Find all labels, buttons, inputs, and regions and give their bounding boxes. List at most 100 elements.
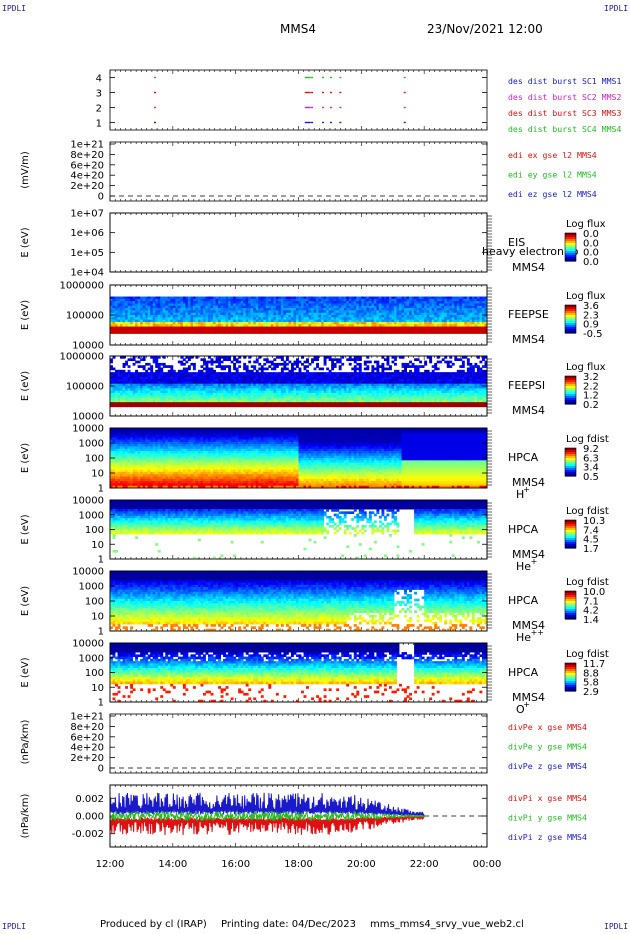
- heatmap-cell: [316, 386, 319, 389]
- heatmap-cell: [175, 398, 178, 401]
- heatmap-cell: [221, 324, 224, 327]
- heatmap-cell: [477, 306, 480, 309]
- heatmap-cell: [432, 324, 435, 327]
- heatmap-cell: [175, 404, 178, 407]
- heatmap-cell: [193, 310, 196, 313]
- heatmap-cell: [364, 322, 367, 325]
- heatmap-cell: [228, 381, 231, 384]
- heatmap-cell: [459, 301, 462, 304]
- heatmap-cell: [153, 317, 156, 320]
- heatmap-cell: [381, 315, 384, 318]
- heatmap-cell: [248, 381, 251, 384]
- heatmap-cell: [391, 313, 394, 316]
- heatmap-cell: [369, 317, 372, 320]
- heatmap-cell: [326, 315, 329, 318]
- heatmap-cell: [188, 404, 191, 407]
- heatmap-cell: [185, 322, 188, 325]
- heatmap-cell: [143, 356, 146, 359]
- heatmap-cell: [306, 388, 309, 391]
- heatmap-cell: [356, 310, 359, 313]
- heatmap-cell: [391, 317, 394, 320]
- heatmap-cell: [185, 361, 188, 364]
- heatmap-cell: [128, 315, 131, 318]
- heatmap-cell: [341, 297, 344, 300]
- heatmap-cell: [301, 372, 304, 375]
- heatmap-cell: [203, 384, 206, 387]
- heatmap-cell: [206, 363, 209, 366]
- heatmap-cell: [145, 322, 148, 325]
- heatmap-cell: [165, 297, 168, 300]
- heatmap-cell: [447, 313, 450, 316]
- heatmap-cell: [381, 317, 384, 320]
- heatmap-cell: [213, 301, 216, 304]
- heatmap-cell: [246, 381, 249, 384]
- heatmap-cell: [148, 363, 151, 366]
- heatmap-cell: [221, 331, 224, 334]
- heatmap-cell: [243, 363, 246, 366]
- heatmap-cell: [226, 377, 229, 380]
- heatmap-cell: [374, 313, 377, 316]
- heatmap-cell: [386, 331, 389, 334]
- heatmap-cell: [319, 331, 322, 334]
- heatmap-cell: [429, 301, 432, 304]
- heatmap-cell: [228, 356, 231, 359]
- heatmap-cell: [206, 315, 209, 318]
- heatmap-cell: [208, 313, 211, 316]
- heatmap-cell: [153, 306, 156, 309]
- heatmap-cell: [138, 297, 141, 300]
- heatmap-cell: [218, 358, 221, 361]
- heatmap-cell: [462, 313, 465, 316]
- heatmap-cell: [115, 306, 118, 309]
- heatmap-cell: [301, 324, 304, 327]
- heatmap-cell: [301, 331, 304, 334]
- heatmap-cell: [258, 363, 261, 366]
- heatmap-cell: [216, 361, 219, 364]
- heatmap-cell: [263, 384, 266, 387]
- heatmap-cell: [296, 322, 299, 325]
- heatmap-cell: [113, 331, 116, 334]
- heatmap-cell: [218, 404, 221, 407]
- heatmap-cell: [143, 322, 146, 325]
- heatmap-cell: [291, 303, 294, 306]
- heatmap-cell: [135, 404, 138, 407]
- heatmap-cell: [253, 404, 256, 407]
- heatmap-cell: [334, 303, 337, 306]
- heatmap-cell: [200, 322, 203, 325]
- heatmap-cell: [155, 301, 158, 304]
- heatmap-cell: [143, 398, 146, 401]
- heatmap-cell: [125, 381, 128, 384]
- heatmap-cell: [238, 384, 241, 387]
- heatmap-cell: [128, 374, 131, 377]
- heatmap-cell: [178, 402, 181, 405]
- heatmap-cell: [193, 317, 196, 320]
- heatmap-cell: [248, 402, 251, 405]
- heatmap-cell: [326, 324, 329, 327]
- heatmap-cell: [241, 377, 244, 380]
- heatmap-cell: [414, 317, 417, 320]
- heatmap-cell: [459, 306, 462, 309]
- heatmap-cell: [253, 372, 256, 375]
- heatmap-cell: [256, 402, 259, 405]
- heatmap-cell: [349, 297, 352, 300]
- heatmap-cell: [341, 324, 344, 327]
- heatmap-cell: [412, 306, 415, 309]
- heatmap-cell: [334, 306, 337, 309]
- heatmap-cell: [221, 404, 224, 407]
- heatmap-cell: [258, 393, 261, 396]
- heatmap-cell: [120, 377, 123, 380]
- heatmap-cell: [251, 306, 254, 309]
- heatmap-cell: [371, 327, 374, 330]
- heatmap-cell: [155, 372, 158, 375]
- heatmap-cell: [457, 317, 460, 320]
- heatmap-cell: [188, 402, 191, 405]
- y-tick-label: 2e+20: [70, 181, 104, 192]
- heatmap-cell: [148, 303, 151, 306]
- heatmap-cell: [409, 331, 412, 334]
- heatmap-cell: [203, 303, 206, 306]
- burst-mark: [322, 77, 324, 78]
- heatmap-cell: [309, 303, 312, 306]
- heatmap-cell: [135, 393, 138, 396]
- burst-mark: [311, 77, 313, 78]
- heatmap-cell: [278, 404, 281, 407]
- heatmap-cell: [226, 313, 229, 316]
